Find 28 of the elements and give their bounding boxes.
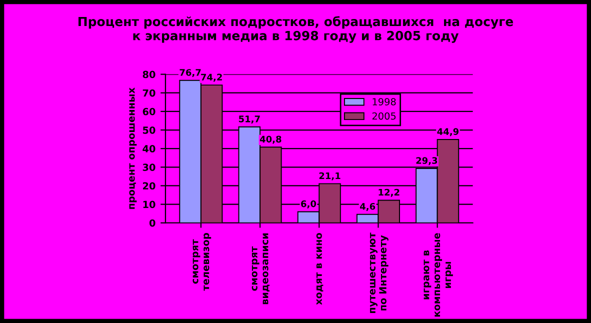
legend-label: 1998: [372, 98, 396, 106]
y-tick-label: 50: [142, 126, 156, 134]
y-tick-label: 30: [142, 164, 156, 171]
y-tick-label: 20: [142, 182, 156, 190]
data-label: 44,9: [437, 128, 459, 136]
y-tick-label: 70: [142, 89, 156, 97]
data-label: 51,7: [238, 116, 260, 124]
x-tick-label: смотрят телевизор: [192, 233, 212, 291]
x-tick-label: путешествуют по Интернету: [370, 232, 388, 313]
y-axis-title: процент опрошенных: [129, 88, 137, 209]
data-label: 40,8: [260, 136, 282, 144]
data-label: 4,6: [360, 202, 376, 211]
x-tick-label: играют в компьютерные игры: [424, 233, 453, 317]
x-tick-label: ходят в кино: [316, 233, 324, 305]
y-tick-label: 0: [149, 219, 156, 227]
y-tick-label: 60: [142, 108, 156, 116]
y-tick-label: 10: [143, 200, 156, 208]
data-label: 6,0: [301, 200, 316, 208]
data-label: 74,2: [201, 74, 222, 82]
chart-title: Процент российских подростков, обращавшихся на досуге к экранным медиа в 1998 году и в 2005 году: [78, 16, 514, 43]
x-tick-label: смотрят видеозаписи: [252, 233, 270, 304]
data-label: 76,7: [180, 69, 201, 78]
data-label: 21,1: [319, 172, 340, 180]
y-tick-label: 80: [142, 70, 156, 78]
data-label: 29,3: [416, 157, 438, 166]
data-label: 12,2: [378, 188, 400, 197]
legend-label: 2005: [372, 112, 396, 120]
y-tick-label: 40: [142, 145, 156, 152]
